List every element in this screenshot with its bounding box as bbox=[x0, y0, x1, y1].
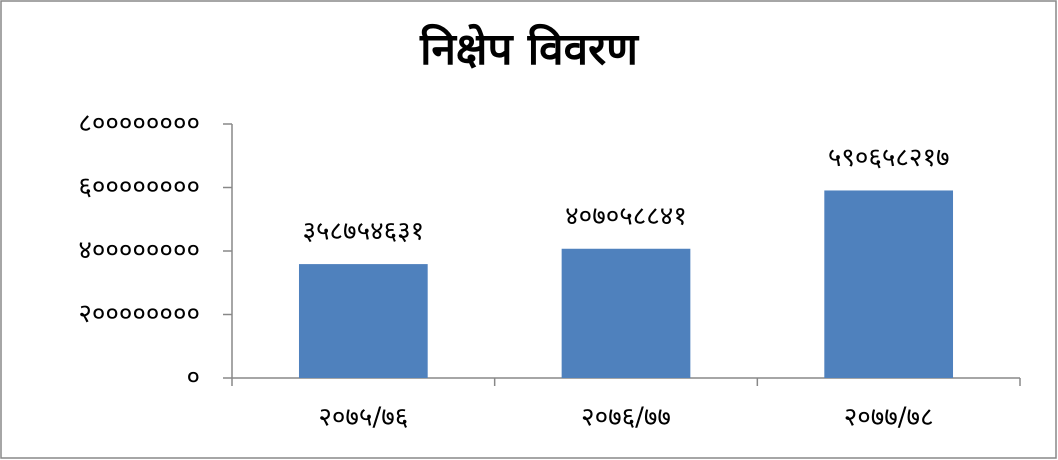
bar bbox=[298, 264, 428, 378]
value-label: ३५८७५४६३१ bbox=[302, 217, 424, 247]
y-tick-label: २०००००००० bbox=[78, 299, 200, 329]
y-tick-label: ० bbox=[186, 363, 200, 393]
chart-title: निक्षेप विवरण bbox=[419, 23, 640, 75]
x-tick-label: २०७५/७६ bbox=[318, 403, 408, 433]
bar bbox=[561, 248, 691, 378]
x-tick-label: २०७६/७७ bbox=[581, 403, 671, 433]
y-tick-label: ६०००००००० bbox=[78, 172, 200, 202]
y-tick-label: ४०००००००० bbox=[78, 236, 200, 266]
value-label: ५९०६५८२१७ bbox=[828, 143, 950, 173]
bar bbox=[824, 190, 954, 378]
value-label: ४०७०५८८४१ bbox=[565, 201, 687, 231]
y-tick-label: ८०००००००० bbox=[78, 109, 200, 139]
x-tick-label: २०७७/७८ bbox=[844, 403, 934, 433]
